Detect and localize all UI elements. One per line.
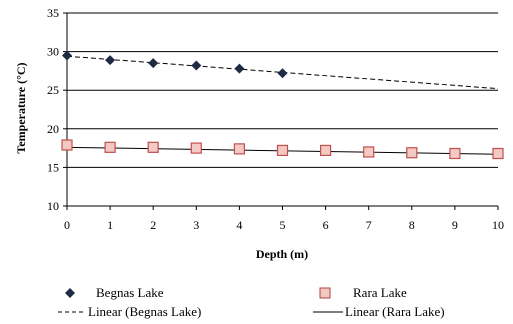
x-tick-label-10: 10	[492, 218, 504, 232]
legend-item-linear-rara: Linear (Rara Lake)	[313, 304, 445, 319]
point-rara-7	[363, 146, 375, 158]
legend-item-linear-begnas: Linear (Begnas Lake)	[58, 304, 201, 319]
data-points	[61, 50, 504, 160]
point-rara-5	[276, 144, 289, 157]
legend-item-rara: Rara Lake	[319, 285, 407, 300]
point-rara-0	[61, 139, 73, 151]
axes	[63, 12, 499, 210]
point-rara-10	[492, 147, 504, 160]
y-tick-label-30: 30	[47, 45, 59, 59]
legend-label-linear-begnas: Linear (Begnas Lake)	[88, 304, 201, 319]
x-tick-label-7: 7	[366, 218, 372, 232]
x-tick-label-1: 1	[107, 218, 113, 232]
point-begnas-1	[105, 55, 116, 66]
point-rara-8	[406, 147, 418, 159]
legend-marker-rara	[319, 287, 331, 299]
x-tick-label-2: 2	[150, 218, 156, 232]
point-begnas-0	[62, 50, 72, 61]
point-rara-2	[147, 141, 159, 153]
point-begnas-2	[148, 58, 159, 69]
point-begnas-5	[277, 68, 288, 79]
x-tick-label-5: 5	[280, 218, 286, 232]
x-tick-label-9: 9	[452, 218, 458, 232]
legend-item-begnas: Begnas Lake	[65, 285, 164, 300]
point-rara-3	[190, 142, 202, 154]
x-tick-label-8: 8	[409, 218, 415, 232]
x-axis-title: Depth (m)	[256, 247, 308, 261]
legend-label-rara: Rara Lake	[353, 285, 407, 300]
point-begnas-3	[191, 60, 202, 71]
x-tick-label-0: 0	[64, 218, 70, 232]
y-tick-label-15: 15	[47, 160, 59, 174]
point-rara-1	[104, 141, 116, 153]
y-tick-label-10: 10	[47, 199, 59, 213]
tick-labels: 10 15 20 25 30 35 0 1 2 3 4 5 6 7 8 9 10	[47, 6, 504, 232]
x-tick-label-4: 4	[236, 218, 242, 232]
legend-marker-begnas	[65, 288, 75, 298]
point-rara-6	[320, 144, 332, 157]
point-rara-4	[233, 143, 245, 155]
y-tick-label-25: 25	[47, 83, 59, 97]
legend: Begnas Lake Linear (Begnas Lake) Rara La…	[58, 285, 445, 319]
grid-lines	[67, 12, 498, 168]
x-tick-label-6: 6	[323, 218, 329, 232]
y-tick-label-35: 35	[47, 6, 59, 20]
legend-label-begnas: Begnas Lake	[96, 285, 164, 300]
point-rara-9	[449, 147, 461, 160]
point-begnas-4	[234, 63, 245, 74]
y-tick-label-20: 20	[47, 122, 59, 136]
x-tick-label-3: 3	[193, 218, 199, 232]
legend-label-linear-rara: Linear (Rara Lake)	[345, 304, 445, 319]
y-axis-title: Temperature (°C)	[14, 62, 28, 153]
